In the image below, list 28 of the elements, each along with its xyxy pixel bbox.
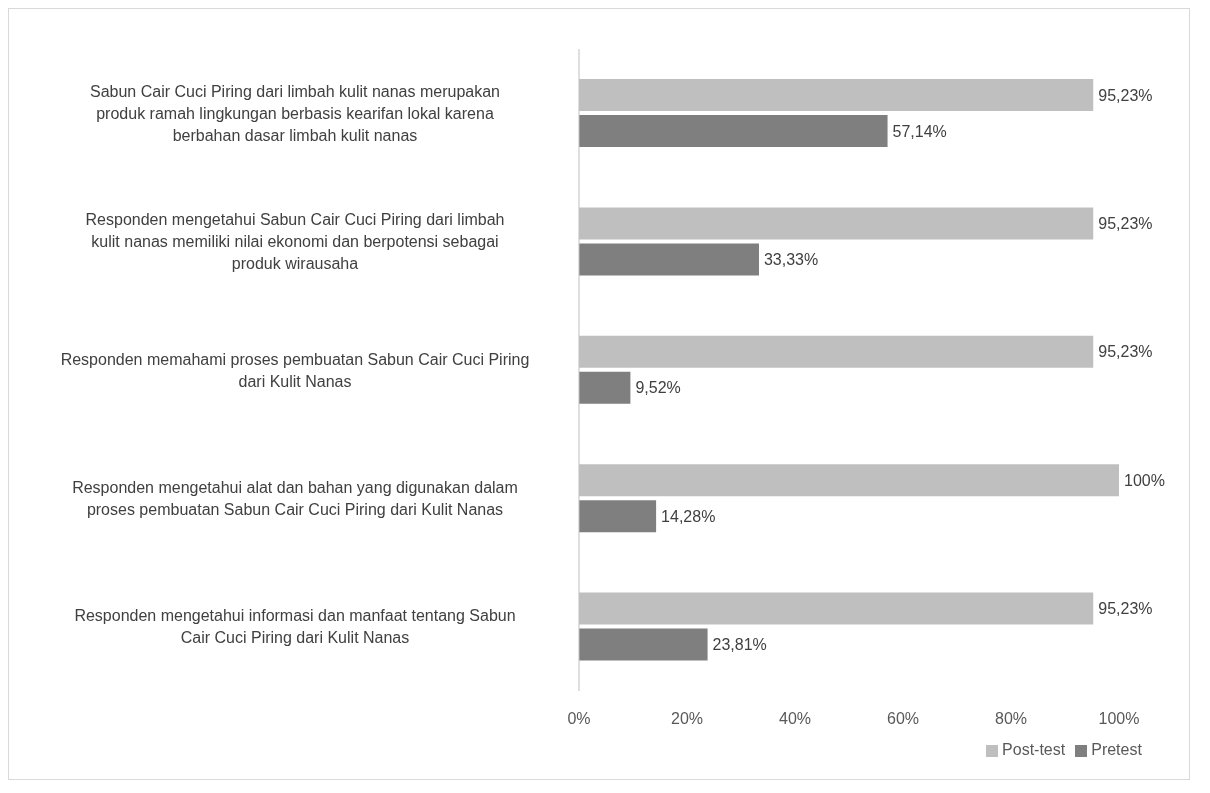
x-tick-label: 80% [994,710,1028,728]
x-tick-label: 100% [1098,710,1140,728]
bar [579,628,708,661]
data-label: 100% [1124,471,1165,489]
data-label: 57,14% [892,122,947,140]
data-label: 23,81% [712,636,767,654]
y-tick-label: Responden mengetahui informasi dan manfaat tentang Sabun Cair Cuci Piring dari Kulit Nanas [74,607,516,647]
legend-label: Post-test [1002,741,1066,758]
x-tick-label: 0% [567,710,591,728]
data-label: 33,33% [763,251,819,269]
bar [579,500,657,533]
y-tick-label: Responden mengetahui Sabun Cair Cuci Piring dari limbah kulit nanas memiliki nilai ekonomi dan berpotensi sebagai produk wirausaha [85,211,505,273]
data-label: 14,28% [661,507,716,525]
x-tick-label: 40% [778,710,812,728]
bar [579,243,759,276]
legend-label: Pretest [1091,741,1142,758]
data-label: 9,52% [635,379,681,397]
bar [579,371,631,404]
bar [579,115,888,147]
data-label: 95,23% [1098,343,1153,361]
data-label: 95,23% [1098,215,1153,233]
data-label: 95,23% [1098,86,1153,104]
x-tick-label: 60% [886,710,920,728]
y-tick-label: Responden memahami proses pembuatan Sabun Cair Cuci Piring dari Kulit Nanas [60,350,530,390]
data-label: 95,23% [1098,600,1153,618]
x-tick-label: 20% [670,710,704,728]
y-tick-label: Sabun Cair Cuci Piring dari limbah kulit nanas merupakan produk ramah lingkungan berbasis kearifan lokal karena berbahan dasar limbah kulit nanas [90,82,500,144]
y-tick-label: Responden mengetahui alat dan bahan yang digunakan dalam proses pembuatan Sabun Cair Cuci Piring dari Kulit Nanas [72,479,518,518]
